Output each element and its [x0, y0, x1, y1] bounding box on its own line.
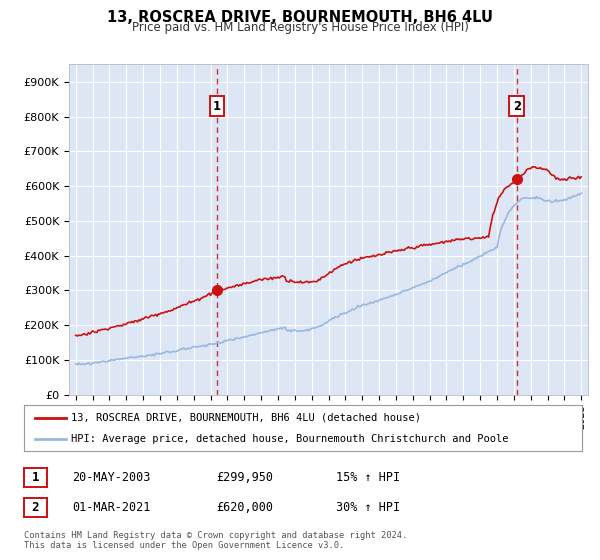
Text: 2: 2 — [32, 501, 39, 515]
Text: 1: 1 — [213, 100, 221, 113]
Text: Price paid vs. HM Land Registry's House Price Index (HPI): Price paid vs. HM Land Registry's House … — [131, 21, 469, 34]
Text: £299,950: £299,950 — [216, 470, 273, 484]
Text: 13, ROSCREA DRIVE, BOURNEMOUTH, BH6 4LU: 13, ROSCREA DRIVE, BOURNEMOUTH, BH6 4LU — [107, 10, 493, 25]
Text: 20-MAY-2003: 20-MAY-2003 — [72, 470, 151, 484]
Text: 15% ↑ HPI: 15% ↑ HPI — [336, 470, 400, 484]
Text: 13, ROSCREA DRIVE, BOURNEMOUTH, BH6 4LU (detached house): 13, ROSCREA DRIVE, BOURNEMOUTH, BH6 4LU … — [71, 413, 421, 423]
Text: 1: 1 — [32, 470, 39, 484]
Text: 01-MAR-2021: 01-MAR-2021 — [72, 501, 151, 515]
Text: £620,000: £620,000 — [216, 501, 273, 515]
Text: 2: 2 — [512, 100, 521, 113]
Text: 30% ↑ HPI: 30% ↑ HPI — [336, 501, 400, 515]
Text: Contains HM Land Registry data © Crown copyright and database right 2024.
This d: Contains HM Land Registry data © Crown c… — [24, 531, 407, 550]
Text: HPI: Average price, detached house, Bournemouth Christchurch and Poole: HPI: Average price, detached house, Bour… — [71, 434, 509, 444]
